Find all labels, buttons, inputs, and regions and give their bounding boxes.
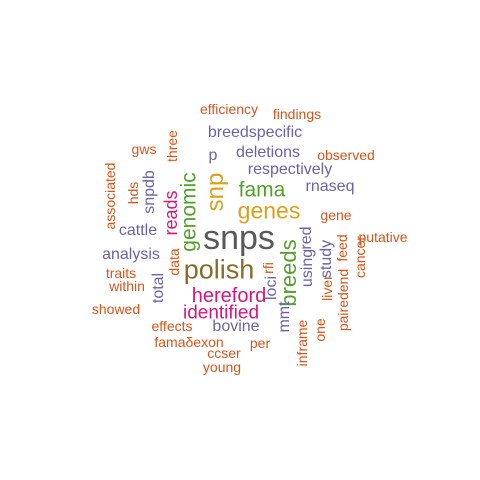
word-8: genomic (177, 172, 201, 252)
word-20: total (150, 272, 167, 304)
word-45: famaδexon (154, 334, 224, 350)
word-25: efficiency (199, 101, 259, 117)
word-27: gws (131, 141, 157, 157)
word-37: traits (105, 265, 137, 281)
word-29: observed (317, 147, 375, 163)
word-18: study (318, 239, 335, 279)
word-42: showed (91, 301, 141, 317)
word-3: fama (238, 178, 286, 202)
word-6: hereford (191, 285, 267, 307)
word-35: cancer (352, 235, 368, 279)
word-15: bovine (212, 318, 260, 335)
word-14: analysis (102, 246, 160, 263)
word-49: young (202, 359, 242, 375)
word-23: p (208, 147, 218, 164)
word-5: breeds (276, 239, 301, 307)
word-7: identified (182, 302, 260, 324)
word-46: ccser (207, 345, 241, 361)
word-22: cattle (118, 222, 158, 239)
word-48: inframe (294, 319, 310, 367)
word-21: snpdb (141, 170, 158, 214)
word-41: pairedend (335, 268, 351, 332)
word-34: feed (334, 234, 350, 262)
word-11: deletions (235, 144, 301, 161)
word-19: mmt (276, 301, 293, 333)
word-30: associated (102, 162, 118, 230)
word-13: breedspecific (207, 124, 303, 141)
word-43: effects (151, 318, 193, 334)
word-10: respectively (247, 161, 333, 178)
word-4: snp (202, 172, 229, 212)
word-40: liver (319, 275, 335, 301)
word-17: loci (263, 275, 280, 301)
word-2: genes (237, 197, 301, 224)
word-47: per (249, 335, 271, 351)
word-16: using (299, 248, 316, 288)
word-39: rfi (260, 262, 276, 274)
word-24: red (298, 226, 315, 250)
word-1: polish (183, 254, 255, 285)
word-0: snps (203, 219, 275, 257)
word-44: one (312, 318, 328, 342)
word-28: three (164, 130, 180, 162)
word-36: data (166, 248, 182, 276)
word-9: reads (161, 190, 181, 236)
word-12: rnaseq (305, 178, 355, 195)
word-32: gene (320, 207, 352, 223)
word-33: putative (358, 229, 408, 245)
word-38: within (109, 278, 145, 294)
word-26: findings (272, 106, 322, 122)
word-31: hds (125, 181, 141, 205)
